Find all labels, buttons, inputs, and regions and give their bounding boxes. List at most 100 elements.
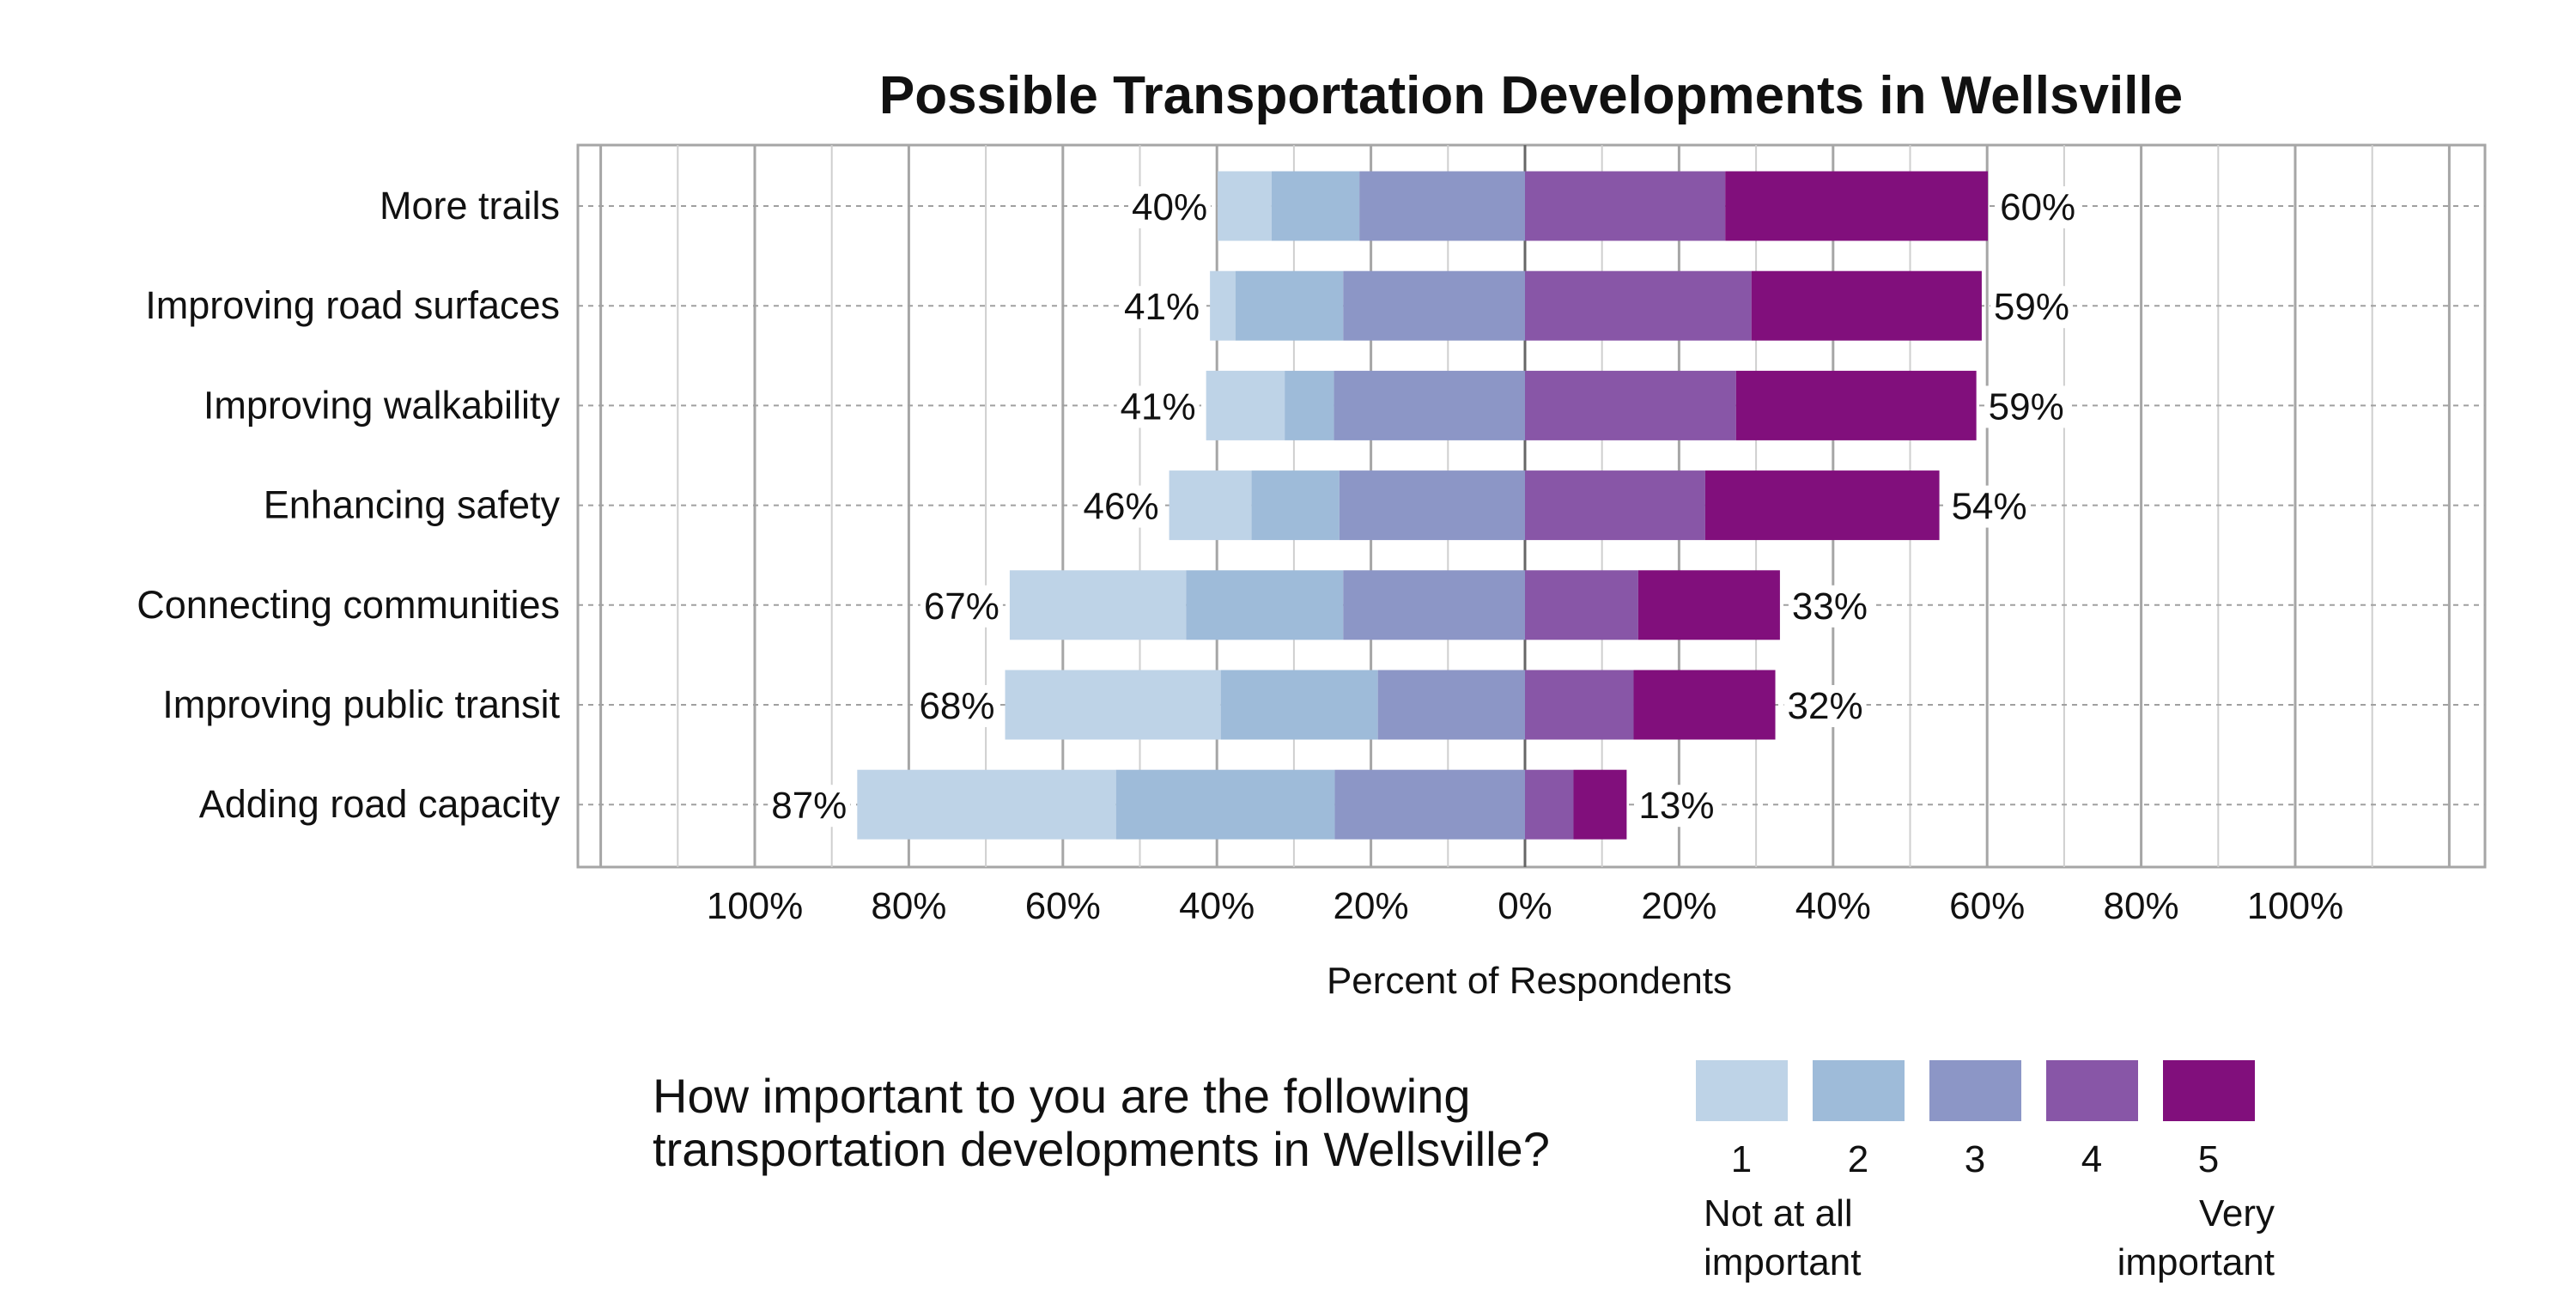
bar-segment-2: [1220, 670, 1378, 740]
label-background: [920, 585, 1003, 628]
bar-segment-1: [1218, 171, 1272, 241]
label-background: [1128, 186, 1212, 228]
legend-swatch-2: [1813, 1060, 1905, 1121]
bar-segment-3: [1377, 670, 1525, 740]
bar-segment-1: [857, 769, 1116, 840]
label-background: [1121, 286, 1204, 329]
label-background: [1996, 186, 2080, 228]
x-tick-label: 80%: [2104, 885, 2179, 927]
bar-segment-1: [1210, 270, 1236, 341]
x-tick-label: 100%: [2247, 885, 2344, 927]
x-tick-label: 100%: [707, 885, 804, 927]
label-background: [1079, 485, 1163, 528]
bar-segment-2: [1285, 370, 1334, 440]
category-label: Enhancing safety: [264, 483, 561, 527]
left-total-label: 67%: [924, 585, 999, 628]
label-background: [1984, 385, 2068, 428]
bar-segment-5: [1704, 470, 1940, 541]
right-total-label: 59%: [1994, 286, 2069, 328]
legend-question-line2: transportation developments in Wellsvill…: [653, 1122, 1550, 1176]
bars: 40% 60% 41% 59% 41% 59% 46% 54% 67% 33% 68% 32% 87% 1…: [768, 171, 2080, 840]
category-labels: More trails Improving road surfaces Improv…: [137, 184, 560, 826]
bar-segment-5: [1725, 171, 1989, 241]
x-tick-label: 60%: [1025, 885, 1101, 927]
chart-title: Possible Transportation Developments in …: [879, 66, 2183, 125]
right-total-label: 33%: [1792, 585, 1868, 628]
category-label: Connecting communities: [137, 583, 560, 627]
legend-swatch-1: [1696, 1060, 1788, 1121]
label-background: [1635, 785, 1718, 828]
x-tick-label: 40%: [1795, 885, 1871, 927]
legend-keys: 1 2 3 4 5: [1696, 1060, 2255, 1180]
label-background: [768, 785, 851, 828]
category-label: More trails: [380, 184, 560, 227]
legend-low-label-line2: important: [1704, 1241, 1861, 1283]
bar-segment-4: [1525, 670, 1634, 740]
x-tick-label: 0%: [1498, 885, 1552, 927]
legend-key-label: 5: [2198, 1138, 2219, 1180]
right-total-label: 60%: [2000, 186, 2075, 228]
label-background: [915, 685, 999, 727]
x-tick-label: 80%: [871, 885, 946, 927]
legend-low-label-line1: Not at all: [1704, 1192, 1853, 1234]
legend-key-label: 3: [1965, 1138, 1985, 1180]
label-background: [1788, 585, 1871, 628]
category-label: Improving road surfaces: [145, 283, 560, 327]
bar-segment-1: [1169, 470, 1252, 541]
bar-segment-2: [1186, 570, 1344, 640]
bar-segment-4: [1525, 769, 1574, 840]
right-total-label: 59%: [1989, 385, 2064, 428]
bar-segment-5: [1751, 270, 1982, 341]
bar-segment-3: [1359, 171, 1525, 241]
bar-segment-2: [1235, 270, 1344, 341]
right-total-label: 32%: [1788, 685, 1863, 727]
bar-segment-3: [1343, 570, 1525, 640]
x-tick-label: 40%: [1179, 885, 1255, 927]
x-tick-label: 60%: [1949, 885, 2025, 927]
bar-segment-4: [1525, 470, 1705, 541]
legend-key-label: 4: [2081, 1138, 2102, 1180]
left-total-label: 41%: [1121, 385, 1196, 428]
legend-key-label: 2: [1848, 1138, 1868, 1180]
bar-segment-2: [1115, 769, 1335, 840]
legend-high-label-line2: important: [2117, 1241, 2275, 1283]
left-total-label: 46%: [1084, 486, 1159, 528]
bar-segment-3: [1334, 370, 1525, 440]
bar-segment-4: [1525, 570, 1638, 640]
left-total-label: 68%: [919, 685, 994, 727]
bar-segment-2: [1271, 171, 1360, 241]
label-background: [1116, 385, 1200, 428]
bar-segment-3: [1339, 470, 1525, 541]
bar-segment-3: [1343, 270, 1525, 341]
left-total-label: 41%: [1124, 286, 1200, 328]
x-tick-label: 20%: [1334, 885, 1409, 927]
label-background: [1947, 485, 2031, 528]
category-label: Improving public transit: [162, 682, 560, 726]
legend-key-label: 1: [1731, 1138, 1752, 1180]
left-total-label: 87%: [771, 785, 847, 827]
legend-question-line1: How important to you are the following: [653, 1069, 1471, 1123]
legend-swatch-3: [1929, 1060, 2021, 1121]
bar-segment-1: [1005, 670, 1221, 740]
legend-high-label-line1: Very: [2199, 1192, 2275, 1234]
bar-segment-5: [1573, 769, 1627, 840]
legend-swatch-5: [2163, 1060, 2255, 1121]
label-background: [1990, 286, 2073, 329]
legend: How important to you are the following t…: [653, 1060, 2275, 1283]
x-axis-label: Percent of Respondents: [1327, 960, 1732, 1002]
bar-segment-5: [1637, 570, 1780, 640]
label-background: [1783, 685, 1867, 727]
bar-segment-4: [1525, 171, 1726, 241]
x-tick-label: 20%: [1641, 885, 1716, 927]
right-total-label: 13%: [1638, 785, 1714, 827]
bar-segment-4: [1525, 270, 1752, 341]
bar-segment-5: [1735, 370, 1977, 440]
bar-segment-4: [1525, 370, 1736, 440]
bar-segment-5: [1633, 670, 1776, 740]
left-total-label: 40%: [1132, 186, 1207, 228]
x-tick-labels: 100% 80% 60% 40% 20% 0% 20% 40% 60% 80% 100%: [707, 885, 2344, 927]
bar-segment-1: [1206, 370, 1285, 440]
category-label: Improving walkability: [204, 383, 561, 427]
legend-swatch-4: [2046, 1060, 2138, 1121]
